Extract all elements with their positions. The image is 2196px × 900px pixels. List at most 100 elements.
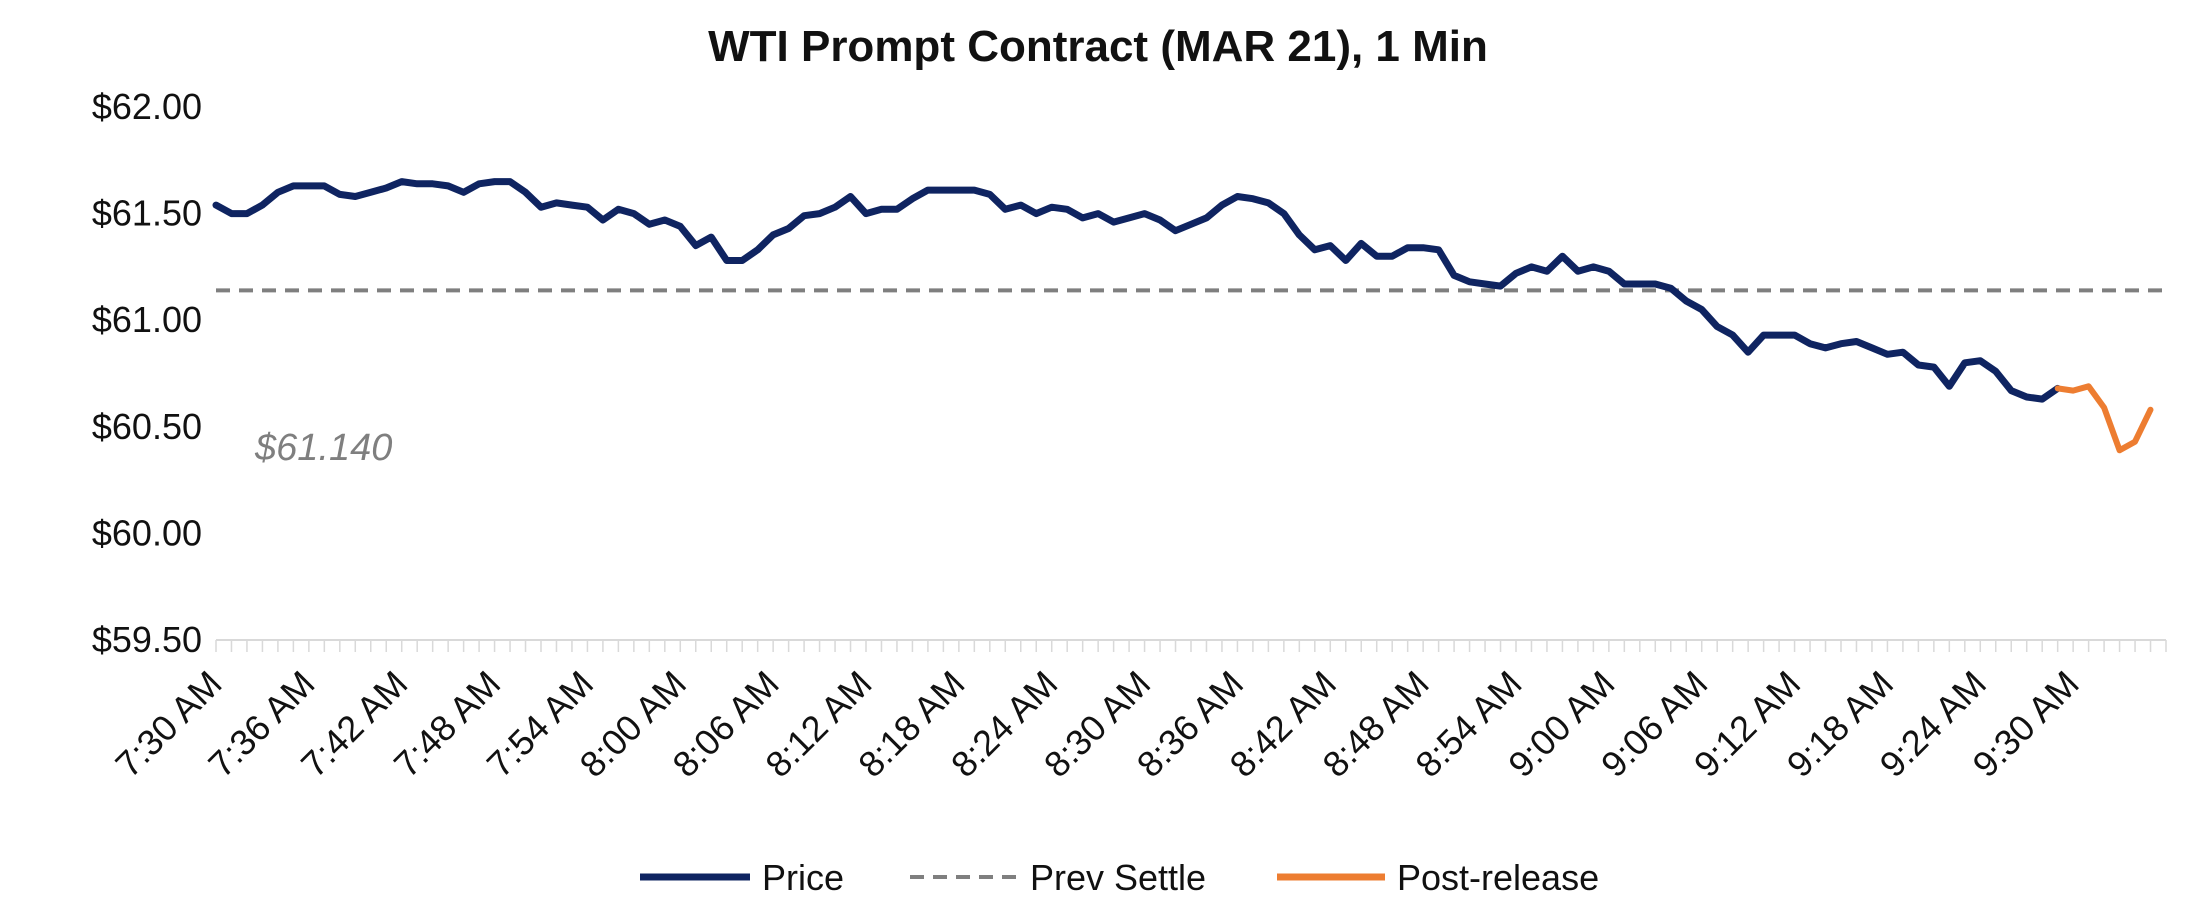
price-point — [1807, 341, 1813, 347]
price-point — [259, 202, 265, 208]
price-point — [1389, 253, 1395, 259]
price-point — [1033, 211, 1039, 217]
price-point — [1652, 281, 1658, 287]
price-point — [1884, 351, 1890, 357]
price-point — [832, 204, 838, 210]
price-point — [1528, 264, 1534, 270]
price-point — [1111, 219, 1117, 225]
price-point — [1219, 202, 1225, 208]
price-point — [399, 179, 405, 185]
price-point — [817, 211, 823, 217]
price-point — [940, 187, 946, 193]
y-tick-label: $59.50 — [92, 619, 202, 660]
price-point — [801, 213, 807, 219]
price-point — [337, 191, 343, 197]
price-point — [1250, 196, 1256, 202]
price-point — [1234, 194, 1240, 200]
price-point — [677, 223, 683, 229]
post-release-series-line — [2054, 383, 2154, 454]
price-point — [1730, 332, 1736, 338]
price-point — [1869, 345, 1875, 351]
post-release-point — [2086, 383, 2092, 389]
price-point — [1002, 206, 1008, 212]
price-point — [894, 206, 900, 212]
price-point — [1699, 307, 1705, 313]
price-point — [228, 211, 234, 217]
price-point — [1467, 279, 1473, 285]
price-point — [1343, 258, 1349, 264]
y-tick-label: $61.50 — [92, 193, 202, 234]
price-point — [646, 221, 652, 227]
price-point — [1823, 345, 1829, 351]
price-point — [1095, 211, 1101, 217]
price-point — [1853, 339, 1859, 345]
legend-post-release-label: Post-release — [1397, 857, 1599, 898]
price-point — [1126, 215, 1132, 221]
price-point — [1946, 383, 1952, 389]
price-point — [739, 258, 745, 264]
price-point — [1544, 268, 1550, 274]
price-point — [1281, 211, 1287, 217]
price-point — [1173, 228, 1179, 234]
post-release-series-points — [2055, 383, 2154, 453]
price-point — [244, 211, 250, 217]
price-point — [492, 179, 498, 185]
y-tick-label: $61.00 — [92, 299, 202, 340]
price-point — [2024, 394, 2030, 400]
price-series-line — [212, 178, 2062, 403]
price-point — [1792, 332, 1798, 338]
price-point — [1590, 264, 1596, 270]
price-point — [368, 189, 374, 195]
price-point — [1157, 217, 1163, 223]
price-point — [878, 206, 884, 212]
price-point — [848, 194, 854, 200]
price-point — [383, 185, 389, 191]
post-release-point — [2148, 407, 2154, 413]
price-point — [1188, 221, 1194, 227]
legend-price-label: Price — [762, 857, 844, 898]
price-point — [1745, 349, 1751, 355]
y-tick-label: $62.00 — [92, 86, 202, 127]
price-point — [1265, 200, 1271, 206]
price-point — [1761, 332, 1767, 338]
price-point — [1451, 272, 1457, 278]
price-point — [971, 187, 977, 193]
price-point — [1203, 215, 1209, 221]
price-point — [445, 183, 451, 189]
price-point — [290, 183, 296, 189]
price-point — [1683, 298, 1689, 304]
price-point — [1080, 215, 1086, 221]
price-point — [1018, 202, 1024, 208]
price-point — [1327, 243, 1333, 249]
price-point — [584, 204, 590, 210]
price-point — [631, 211, 637, 217]
price-point — [275, 189, 281, 195]
chart-title: WTI Prompt Contract (MAR 21), 1 Min — [708, 22, 1488, 71]
price-point — [476, 181, 482, 187]
x-axis: 7:30 AM7:36 AM7:42 AM7:48 AM7:54 AM8:00 … — [107, 639, 2167, 785]
legend-prev-settle-label: Prev Settle — [1030, 857, 1206, 898]
price-point — [1714, 324, 1720, 330]
price-point — [909, 196, 915, 202]
price-point — [414, 181, 420, 187]
price-point — [956, 187, 962, 193]
price-point — [507, 179, 513, 185]
price-point — [987, 191, 993, 197]
price-point — [1776, 332, 1782, 338]
price-point — [1559, 253, 1565, 259]
y-axis: $59.50 $60.00 $60.50 $61.00 $61.50 $62.00 — [92, 86, 202, 660]
price-point — [863, 211, 869, 217]
price-point — [1915, 362, 1921, 368]
price-point — [1436, 247, 1442, 253]
price-point — [1621, 281, 1627, 287]
price-point — [1498, 283, 1504, 289]
price-point — [755, 247, 761, 253]
price-point — [708, 234, 714, 240]
price-point — [925, 187, 931, 193]
price-point — [770, 232, 776, 238]
prev-settle-annotation: $61.140 — [254, 427, 392, 469]
price-point — [306, 183, 312, 189]
price-point — [693, 243, 699, 249]
price-point — [569, 202, 575, 208]
price-point — [1405, 245, 1411, 251]
